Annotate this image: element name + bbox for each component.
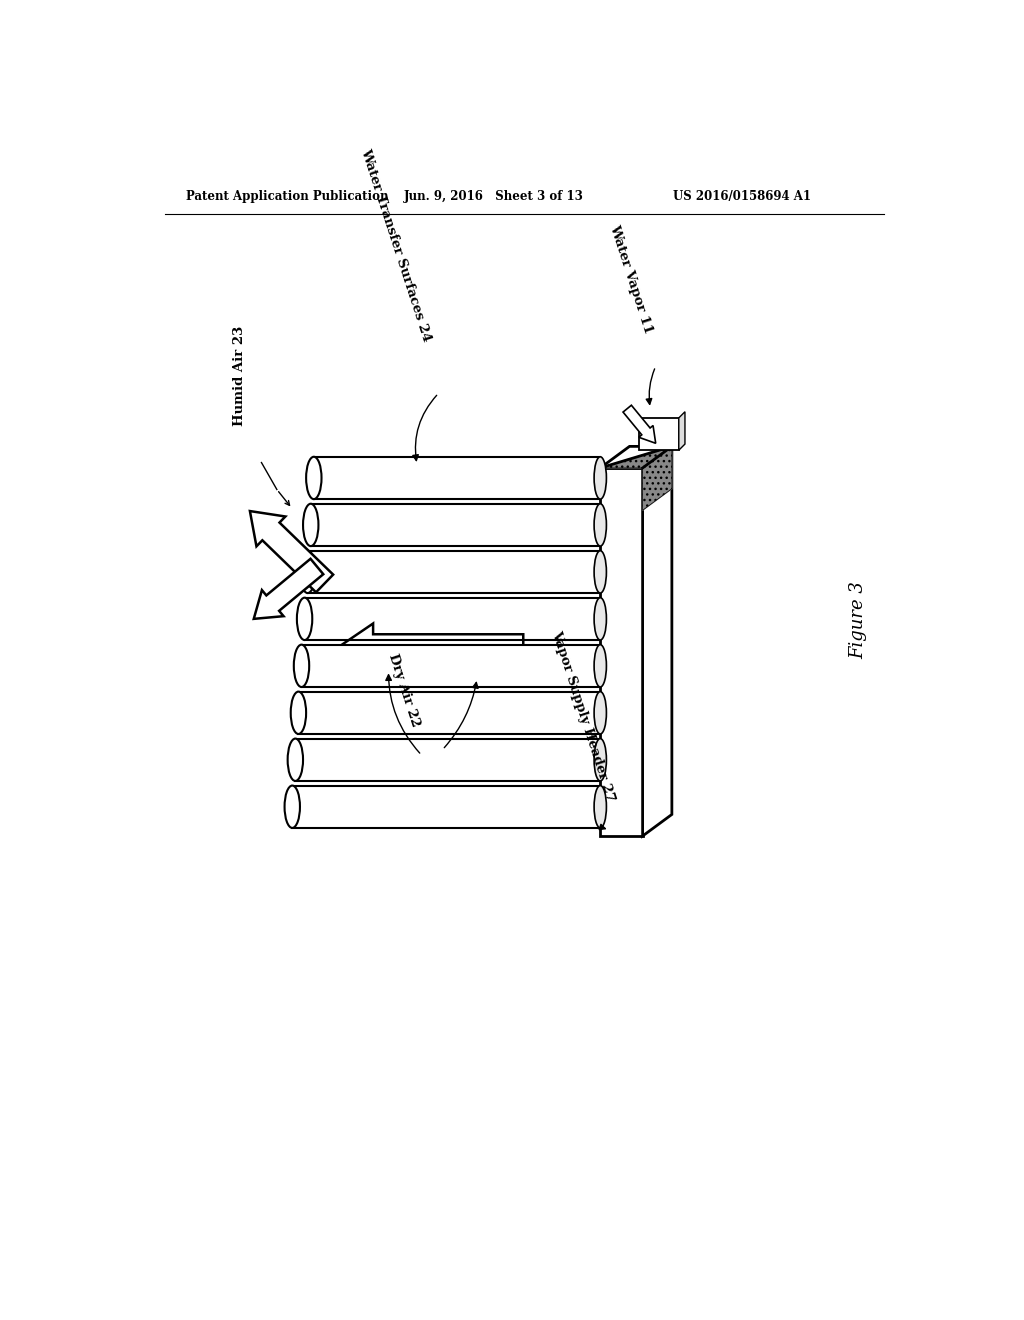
Ellipse shape — [594, 550, 606, 593]
Text: Patent Application Publication: Patent Application Publication — [186, 190, 388, 203]
Polygon shape — [643, 446, 672, 836]
Ellipse shape — [594, 504, 606, 546]
Ellipse shape — [297, 598, 312, 640]
FancyBboxPatch shape — [292, 785, 600, 828]
Text: Vapor Supply Header 27: Vapor Supply Header 27 — [550, 630, 617, 804]
Ellipse shape — [303, 504, 318, 546]
Text: US 2016/0158694 A1: US 2016/0158694 A1 — [674, 190, 811, 203]
FancyBboxPatch shape — [307, 550, 600, 593]
Polygon shape — [600, 446, 672, 469]
Polygon shape — [623, 405, 655, 444]
Ellipse shape — [285, 785, 300, 828]
FancyBboxPatch shape — [313, 457, 600, 499]
Polygon shape — [600, 446, 672, 469]
Text: Humid Air 23: Humid Air 23 — [233, 326, 247, 426]
FancyBboxPatch shape — [298, 692, 600, 734]
FancyBboxPatch shape — [310, 504, 600, 546]
Ellipse shape — [594, 785, 606, 828]
Polygon shape — [679, 412, 685, 450]
Polygon shape — [639, 418, 679, 450]
Ellipse shape — [291, 692, 306, 734]
Ellipse shape — [306, 457, 322, 499]
Text: Dry Air 22: Dry Air 22 — [386, 652, 422, 729]
Ellipse shape — [594, 457, 606, 499]
Ellipse shape — [294, 644, 309, 686]
FancyBboxPatch shape — [301, 644, 600, 686]
FancyBboxPatch shape — [295, 739, 600, 781]
FancyBboxPatch shape — [304, 598, 600, 640]
Polygon shape — [600, 446, 672, 469]
Text: Water Transfer Surfaces 24: Water Transfer Surfaces 24 — [358, 147, 433, 343]
Ellipse shape — [594, 739, 606, 781]
Ellipse shape — [594, 692, 606, 734]
Polygon shape — [643, 446, 672, 511]
Text: Jun. 9, 2016   Sheet 3 of 13: Jun. 9, 2016 Sheet 3 of 13 — [403, 190, 584, 203]
Ellipse shape — [594, 598, 606, 640]
Text: Figure 3: Figure 3 — [849, 582, 867, 659]
Polygon shape — [335, 623, 523, 676]
Polygon shape — [250, 511, 333, 593]
Ellipse shape — [300, 550, 315, 593]
Ellipse shape — [594, 644, 606, 686]
Polygon shape — [254, 558, 324, 619]
Bar — [600, 469, 643, 836]
Polygon shape — [643, 446, 672, 511]
Ellipse shape — [288, 739, 303, 781]
Text: Water Vapor 11: Water Vapor 11 — [607, 223, 654, 335]
